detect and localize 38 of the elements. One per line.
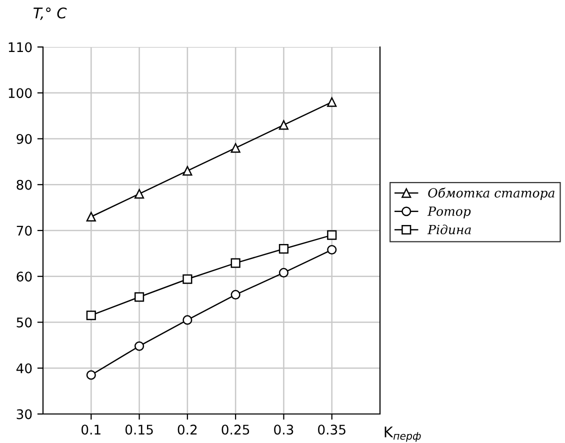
point <box>134 189 144 199</box>
point <box>182 274 192 284</box>
y-tick-label: 60 <box>16 272 32 282</box>
y-tick-label: 90 <box>16 134 32 144</box>
y-tick-label: 70 <box>16 226 32 236</box>
x-axis-title: K$_{перф}$ <box>384 426 421 442</box>
point <box>327 230 337 240</box>
point <box>230 258 240 268</box>
x-tick-label: 0.35 <box>318 424 346 435</box>
legend-label: Рідина <box>427 224 471 234</box>
y-tick-label: 30 <box>16 409 32 420</box>
x-tick-label: 0.1 <box>82 424 100 435</box>
legend-label: Обмотка статора <box>428 188 554 200</box>
x-tick-label: 0.2 <box>178 424 197 435</box>
x-tick-label: 0.15 <box>125 424 153 435</box>
y-axis-title: T,° C <box>34 7 67 20</box>
point <box>230 143 240 153</box>
point <box>86 370 96 380</box>
point <box>327 97 337 107</box>
point <box>230 290 240 300</box>
point <box>278 120 289 130</box>
y-tick-label: 100 <box>8 88 32 98</box>
point <box>134 292 144 302</box>
point <box>182 166 192 176</box>
x-tick-label: 0.25 <box>222 424 250 435</box>
point <box>134 341 144 351</box>
point <box>327 244 337 255</box>
y-tick-label: 50 <box>16 317 32 328</box>
point <box>182 315 192 325</box>
point <box>278 268 289 278</box>
point <box>86 310 96 320</box>
point <box>86 212 96 222</box>
point <box>278 244 289 254</box>
y-tick-label: 80 <box>16 180 32 190</box>
y-tick-label: 110 <box>8 42 32 52</box>
x-tick-label: 0.3 <box>274 424 294 435</box>
y-tick-label: 40 <box>16 363 32 374</box>
legend-label: Ротор <box>427 206 471 218</box>
